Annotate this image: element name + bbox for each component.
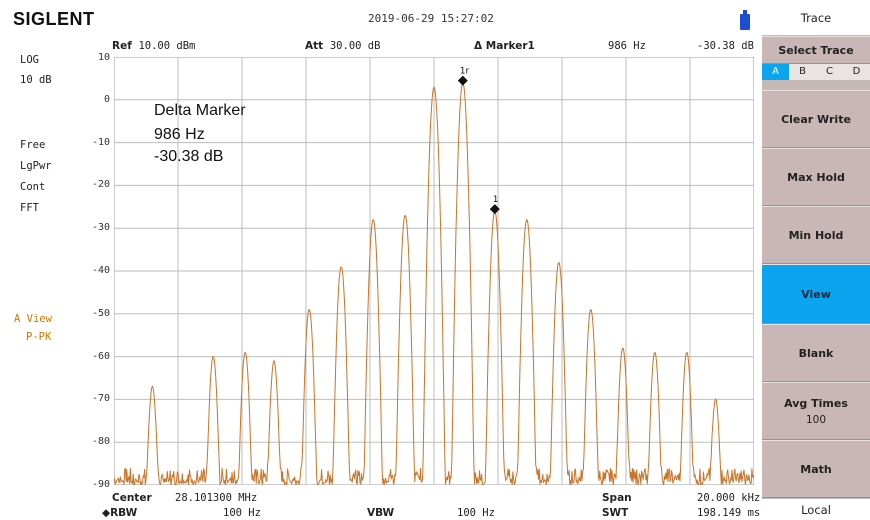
attenuation: Att 30.00 dB xyxy=(305,40,381,52)
annotation-title: Delta Marker xyxy=(154,102,246,119)
trace-selector[interactable]: A B C D xyxy=(762,64,870,80)
trace-a-option[interactable]: A xyxy=(762,64,789,80)
swt-value[interactable]: 198.149 ms xyxy=(697,507,761,519)
marker-frequency: 986 Hz xyxy=(608,40,646,52)
span-value[interactable]: 20.000 kHz xyxy=(697,492,761,504)
trigger-mode: Free xyxy=(20,139,46,151)
math-button[interactable]: Math xyxy=(762,440,870,498)
swt-label: SWT xyxy=(602,507,629,519)
marker-reference-diamond xyxy=(457,75,468,86)
detector-status: P-PK xyxy=(26,331,52,343)
min-hold-button[interactable]: Min Hold xyxy=(762,206,870,264)
blank-button[interactable]: Blank xyxy=(762,324,870,382)
softkey-panel: Trace Select Trace A B C D Clear Write M… xyxy=(762,0,870,520)
ref-level: Ref 10.00 dBm xyxy=(112,40,196,52)
y-tick-label: -20 xyxy=(91,179,110,191)
top-bar xyxy=(0,0,762,38)
marker-reference: 1r xyxy=(457,67,470,86)
power-mode: LgPwr xyxy=(20,160,52,172)
avg-times-button[interactable]: Avg Times 100 xyxy=(762,382,870,440)
panel-title: Trace xyxy=(762,0,870,36)
trace-c-option[interactable]: C xyxy=(816,64,843,80)
marker-label: Δ Marker1 xyxy=(474,40,535,52)
usb-icon xyxy=(739,10,751,30)
rbw-label: ◆RBW xyxy=(102,507,138,519)
y-tick-label: 0 xyxy=(103,93,110,105)
vbw-value[interactable]: 100 Hz xyxy=(457,507,495,519)
y-tick-label: -90 xyxy=(91,479,110,490)
local-button[interactable]: Local xyxy=(762,498,870,520)
center-frequency[interactable]: 28.101300 MHz xyxy=(175,492,258,504)
trace-view-status: A View xyxy=(14,313,52,325)
rbw-value[interactable]: 100 Hz xyxy=(223,507,261,519)
scale-division: 10 dB xyxy=(20,74,52,86)
marker-delta: 1 xyxy=(489,195,500,215)
spectrum-plot[interactable]: 1r 1 Delta Marker 986 Hz -30.38 dB xyxy=(114,57,754,485)
y-tick-label: -80 xyxy=(91,436,110,448)
y-tick-label: -50 xyxy=(91,307,110,319)
marker-reference-label: 1r xyxy=(460,67,470,77)
y-tick-label: -40 xyxy=(91,265,110,276)
y-tick-label: -60 xyxy=(91,350,110,362)
sweep-mode: Cont xyxy=(20,181,46,193)
y-tick-label: -10 xyxy=(91,136,110,148)
trace-a-line xyxy=(114,82,754,485)
vbw-label: VBW xyxy=(367,507,395,519)
y-tick-label: -30 xyxy=(91,222,110,234)
trace-b-option[interactable]: B xyxy=(789,64,816,80)
y-tick-label: -70 xyxy=(91,393,110,405)
clear-write-button[interactable]: Clear Write xyxy=(762,90,870,148)
scale-type: LOG xyxy=(20,54,39,66)
trace-d-option[interactable]: D xyxy=(843,64,870,80)
plot-grid xyxy=(114,57,754,485)
marker-level: -30.38 dB xyxy=(697,40,754,52)
select-trace-label: Select Trace xyxy=(762,36,870,64)
avg-times-value: 100 xyxy=(805,413,827,426)
marker-delta-diamond xyxy=(489,204,500,215)
brand-logo: SIGLENT xyxy=(13,9,95,29)
view-button[interactable]: View xyxy=(762,264,870,324)
y-tick-label: 10 xyxy=(97,52,110,63)
center-label: Center xyxy=(112,492,152,504)
marker-delta-label: 1 xyxy=(493,195,499,205)
annotation-level: -30.38 dB xyxy=(154,148,223,165)
annotation-frequency: 986 Hz xyxy=(154,126,205,143)
datetime: 2019-06-29 15:27:02 xyxy=(368,12,494,25)
delta-marker-annotation: Delta Marker 986 Hz -30.38 dB xyxy=(154,102,246,165)
span-label: Span xyxy=(602,492,632,504)
max-hold-button[interactable]: Max Hold xyxy=(762,148,870,206)
sweep-type: FFT xyxy=(20,202,39,214)
